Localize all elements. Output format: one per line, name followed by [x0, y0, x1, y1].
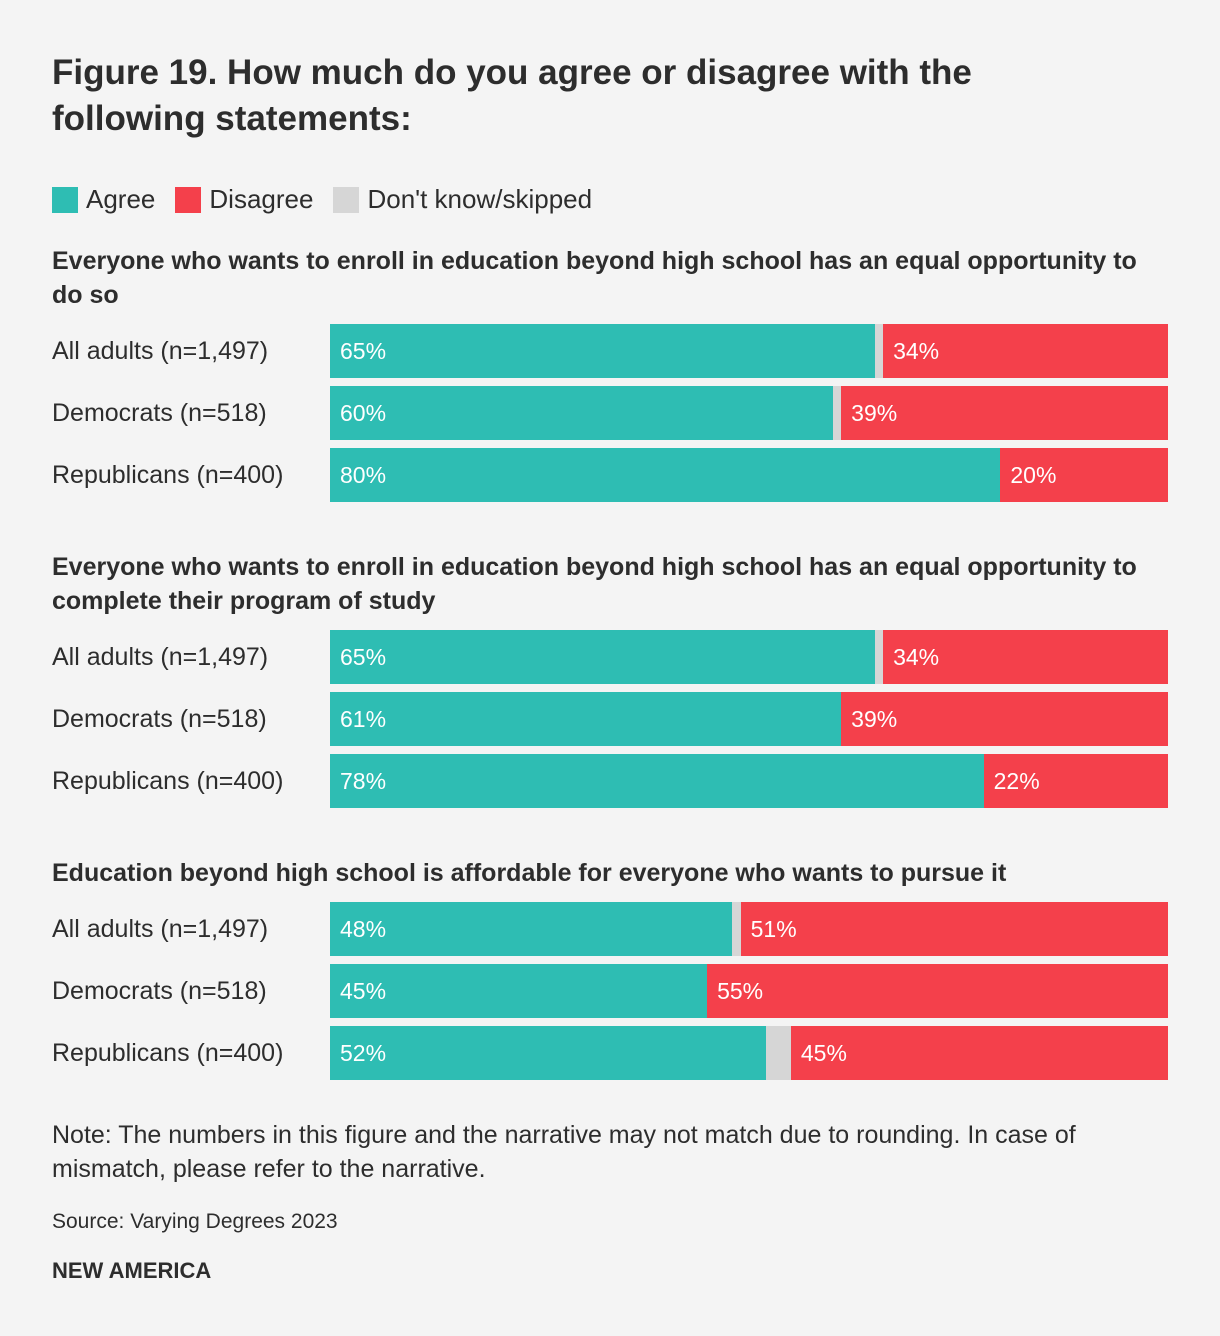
row-label: Republicans (n=400) — [52, 460, 284, 489]
row-label: All adults (n=1,497) — [52, 642, 269, 671]
note: Note: The numbers in this figure and the… — [52, 1121, 1076, 1183]
stacked-bar: 52% 45% — [330, 1026, 1168, 1080]
legend-item-dk: Don't know/skipped — [333, 184, 592, 215]
bar-segment-dk — [732, 902, 741, 956]
bar-row: Democrats (n=518) 61% 39% — [52, 692, 1168, 746]
bar-segment-dk — [874, 630, 884, 684]
legend-swatch-agree — [52, 186, 78, 213]
bar-segment-disagree: 34% — [883, 324, 1168, 378]
bar-row: All adults (n=1,497) 48% 51% — [52, 902, 1168, 956]
panel-enroll: Everyone who wants to enroll in educatio… — [52, 244, 1168, 510]
bar-segment-agree: 65% — [330, 630, 875, 684]
row-label: Republicans (n=400) — [52, 766, 284, 795]
bar-segment-agree: 60% — [330, 386, 833, 440]
row-label: Democrats (n=518) — [52, 704, 267, 733]
source: Source: Varying Degrees 2023 — [52, 1210, 338, 1233]
bar-segment-dk — [832, 386, 842, 440]
panel-title: Everyone who wants to enroll in educatio… — [52, 553, 1137, 615]
row-label: All adults (n=1,497) — [52, 914, 269, 943]
panel-affordable: Education beyond high school is affordab… — [52, 856, 1168, 1088]
bar-segment-disagree: 39% — [841, 692, 1168, 746]
legend-item-disagree: Disagree — [175, 184, 313, 215]
bar-row: All adults (n=1,497) 65% 34% — [52, 324, 1168, 378]
legend-swatch-disagree — [175, 186, 202, 213]
bar-segment-dk — [765, 1026, 791, 1080]
bar-row: Democrats (n=518) 45% 55% — [52, 964, 1168, 1018]
stacked-bar: 65% 34% — [330, 324, 1168, 378]
row-label: Democrats (n=518) — [52, 398, 267, 427]
bar-segment-agree: 61% — [330, 692, 842, 746]
row-label: Republicans (n=400) — [52, 1038, 284, 1067]
bar-row: Republicans (n=400) 52% 45% — [52, 1026, 1168, 1080]
stacked-bar: 60% 39% — [330, 386, 1168, 440]
stacked-bar: 78% 22% — [330, 754, 1168, 808]
bar-row: Democrats (n=518) 60% 39% — [52, 386, 1168, 440]
bar-segment-disagree: 55% — [707, 964, 1168, 1018]
panel-title: Education beyond high school is affordab… — [52, 859, 1007, 887]
bar-row: Republicans (n=400) 78% 22% — [52, 754, 1168, 808]
bar-segment-agree: 80% — [330, 448, 1001, 502]
row-label: All adults (n=1,497) — [52, 336, 269, 365]
legend-swatch-dk — [333, 186, 360, 213]
legend: Agree Disagree Don't know/skipped — [52, 184, 612, 215]
bar-segment-agree: 78% — [330, 754, 984, 808]
stacked-bar: 45% 55% — [330, 964, 1168, 1018]
legend-label: Disagree — [209, 184, 314, 214]
legend-item-agree: Agree — [52, 184, 155, 215]
bar-segment-agree: 45% — [330, 964, 708, 1018]
legend-label: Don't know/skipped — [367, 184, 593, 214]
bar-segment-disagree: 20% — [1000, 448, 1168, 502]
bar-segment-dk — [874, 324, 884, 378]
stacked-bar: 61% 39% — [330, 692, 1168, 746]
bar-segment-disagree: 45% — [790, 1026, 1168, 1080]
panel-complete: Everyone who wants to enroll in educatio… — [52, 550, 1168, 816]
bar-segment-disagree: 34% — [883, 630, 1168, 684]
stacked-bar: 80% 20% — [330, 448, 1168, 502]
bar-row: All adults (n=1,497) 65% 34% — [52, 630, 1168, 684]
row-label: Democrats (n=518) — [52, 976, 267, 1005]
bar-segment-disagree: 22% — [983, 754, 1168, 808]
bar-segment-disagree: 51% — [740, 902, 1168, 956]
stacked-bar: 65% 34% — [330, 630, 1168, 684]
brand-logo: NEW AMERICA — [52, 1258, 212, 1283]
bar-segment-disagree: 39% — [841, 386, 1168, 440]
bar-row: Republicans (n=400) 80% 20% — [52, 448, 1168, 502]
legend-label: Agree — [86, 184, 156, 214]
panel-title: Everyone who wants to enroll in educatio… — [52, 247, 1137, 309]
bar-segment-agree: 52% — [330, 1026, 766, 1080]
chart-title: Figure 19. How much do you agree or disa… — [52, 53, 972, 138]
bar-segment-agree: 48% — [330, 902, 733, 956]
stacked-bar: 48% 51% — [330, 902, 1168, 956]
bar-segment-agree: 65% — [330, 324, 875, 378]
